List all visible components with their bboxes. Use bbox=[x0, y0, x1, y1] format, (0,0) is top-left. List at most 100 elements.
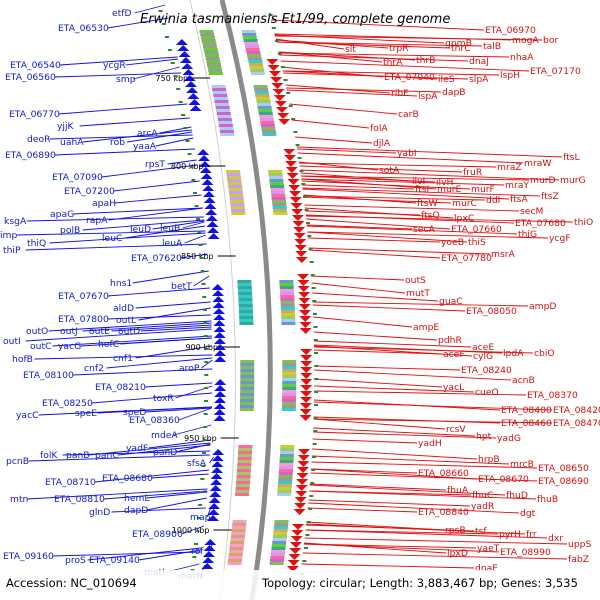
connector-line bbox=[297, 152, 524, 164]
forward-arrow bbox=[207, 227, 220, 233]
reverse-arrow bbox=[294, 239, 307, 245]
connector-line bbox=[311, 455, 510, 465]
marker-dot bbox=[308, 508, 313, 510]
reverse-gene-label: ETA_07660 bbox=[451, 224, 502, 235]
reverse-gene-label: fruR bbox=[463, 167, 483, 178]
marker-dot bbox=[307, 235, 312, 237]
connector-line bbox=[271, 19, 485, 31]
marker-dot bbox=[312, 300, 317, 302]
reverse-gene-label: thrC bbox=[451, 43, 471, 54]
feature-block bbox=[228, 553, 243, 556]
feature-block bbox=[247, 57, 262, 60]
forward-gene-label: hns1 bbox=[110, 278, 132, 289]
reverse-arrow bbox=[289, 548, 302, 554]
forward-arrow bbox=[210, 473, 223, 479]
connector-line bbox=[52, 551, 201, 557]
feature-block bbox=[238, 298, 253, 301]
connector-line bbox=[152, 220, 205, 230]
marker-dot bbox=[203, 413, 208, 415]
feature-block bbox=[278, 469, 293, 472]
feature-block bbox=[232, 523, 247, 526]
forward-arrow bbox=[181, 63, 194, 69]
marker-dot bbox=[306, 222, 311, 224]
connector-line bbox=[25, 328, 212, 342]
reverse-gene-label: murG bbox=[560, 175, 586, 186]
feature-block bbox=[201, 39, 216, 42]
connector-line bbox=[306, 224, 413, 230]
forward-arrow bbox=[201, 563, 214, 569]
forward-arrow bbox=[178, 51, 191, 57]
marker-dot bbox=[183, 127, 188, 129]
reverse-gene-label: ftsI bbox=[415, 184, 429, 195]
marker-dot bbox=[313, 417, 318, 419]
forward-gene-label: etfD bbox=[112, 8, 132, 19]
marker-dot bbox=[200, 270, 205, 272]
feature-block bbox=[231, 529, 246, 532]
reverse-gene-label: aceF bbox=[443, 349, 465, 360]
forward-gene-label: pcnB bbox=[6, 456, 29, 467]
marker-dot bbox=[274, 40, 279, 42]
feature-block bbox=[258, 112, 273, 115]
forward-gene-label: ETA_08810 bbox=[54, 494, 105, 505]
reverse-arrow bbox=[278, 119, 291, 125]
forward-arrow bbox=[212, 302, 225, 308]
forward-gene-label: outI bbox=[3, 336, 21, 347]
feature-block bbox=[238, 310, 253, 313]
connector-line bbox=[201, 359, 213, 369]
feature-block bbox=[227, 559, 242, 562]
reverse-gene-label: acnB bbox=[512, 375, 535, 386]
reverse-gene-label: ETA_08460 bbox=[501, 418, 552, 429]
reverse-gene-label: rcsV bbox=[446, 424, 466, 435]
reverse-gene-label: ycgF bbox=[549, 233, 571, 244]
connector-line bbox=[303, 543, 500, 553]
marker-dot bbox=[196, 218, 201, 220]
feature-block bbox=[237, 466, 252, 469]
feature-block bbox=[237, 457, 252, 460]
feature-block bbox=[237, 454, 252, 457]
connector-line bbox=[279, 54, 469, 62]
feature-block bbox=[240, 366, 255, 369]
connector-line bbox=[310, 472, 538, 482]
connector-line bbox=[313, 316, 413, 328]
reverse-gene-label: pyrH bbox=[499, 529, 521, 540]
feature-block bbox=[228, 188, 243, 191]
connector-line bbox=[48, 320, 212, 332]
topology-text: Topology: circular; Length: 3,883,467 bp… bbox=[261, 576, 578, 590]
feature-block bbox=[237, 460, 252, 463]
forward-gene-label: arcA bbox=[137, 128, 158, 139]
forward-arrow bbox=[206, 515, 219, 521]
reverse-gene-label: cylG bbox=[473, 351, 493, 362]
marker-dot bbox=[202, 439, 207, 441]
feature-block bbox=[273, 212, 288, 215]
connector-line bbox=[87, 547, 202, 561]
feature-block bbox=[227, 182, 242, 185]
feature-block bbox=[280, 307, 295, 310]
reverse-arrow bbox=[300, 355, 313, 361]
feature-block bbox=[271, 550, 286, 553]
forward-gene-label: cnf2 bbox=[84, 363, 104, 374]
forward-gene-label: deoR bbox=[27, 134, 51, 145]
reverse-arrow bbox=[283, 149, 296, 155]
feature-block bbox=[228, 191, 243, 194]
forward-arrow bbox=[197, 149, 210, 155]
feature-block bbox=[271, 547, 286, 550]
feature-block bbox=[272, 541, 287, 544]
reverse-gene-label: hpt bbox=[476, 431, 492, 442]
feature-block bbox=[199, 30, 214, 33]
reverse-gene-label: ftsW bbox=[417, 198, 438, 209]
feature-block bbox=[203, 48, 218, 51]
feature-block bbox=[220, 133, 235, 136]
reverse-arrow bbox=[296, 473, 309, 479]
marker-dot bbox=[189, 166, 194, 168]
forward-gene-label: folK bbox=[40, 450, 58, 461]
reverse-gene-label: thiS bbox=[468, 237, 486, 248]
feature-block bbox=[260, 121, 275, 124]
feature-block bbox=[274, 523, 289, 526]
connector-line bbox=[307, 507, 418, 513]
reverse-gene-label: ileS bbox=[438, 74, 455, 85]
forward-arrow bbox=[175, 39, 188, 45]
feature-block bbox=[230, 203, 245, 206]
connector-line bbox=[314, 369, 512, 381]
feature-block bbox=[240, 372, 255, 375]
